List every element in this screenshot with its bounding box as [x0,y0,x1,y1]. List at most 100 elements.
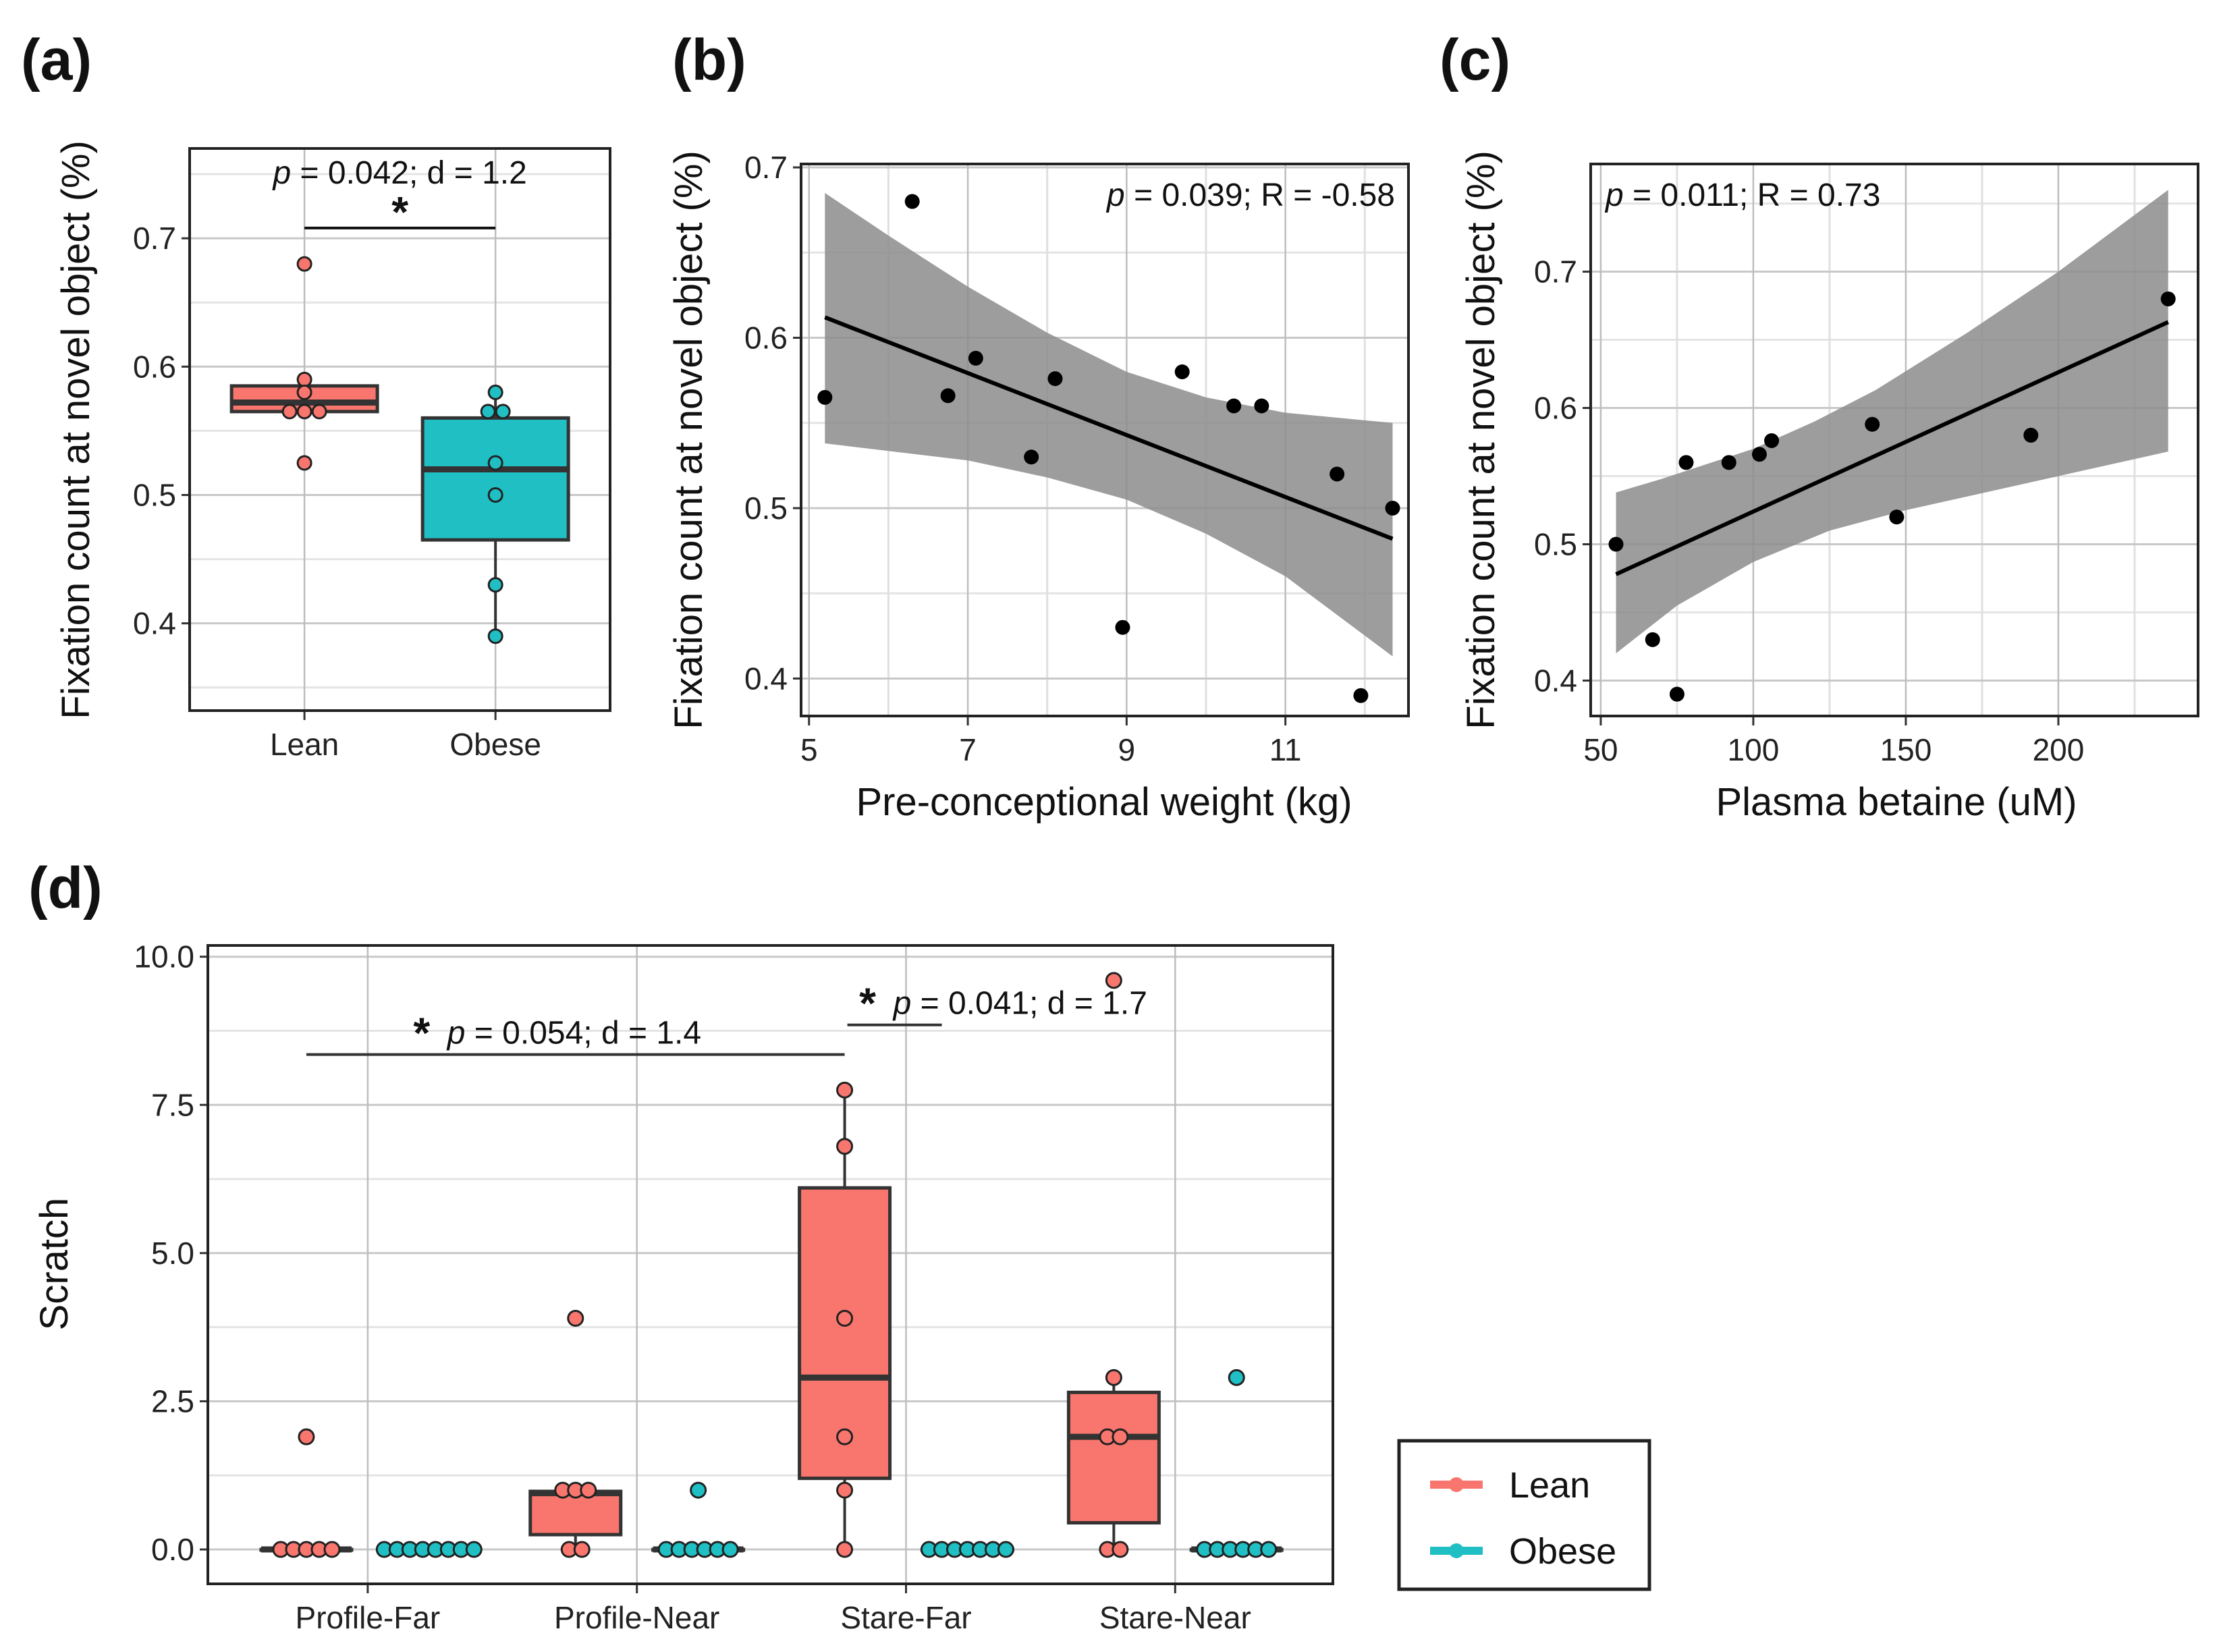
data-point [1669,686,1684,702]
x-tick-label: 150 [1880,732,1932,767]
data-point [721,1541,739,1558]
data-point [1721,455,1736,470]
y-axis-title: Fixation count at novel object (%) [1459,150,1503,729]
data-point [1353,688,1369,703]
stats-text: = 0.039; R = -0.58 [1125,177,1395,213]
data-point [1105,1369,1122,1386]
data-point [465,1541,483,1558]
y-axis-title: Fixation count at novel object (%) [54,140,98,719]
data-point [281,404,298,420]
box-group [1066,972,1161,1558]
data-point [836,1309,854,1327]
data-point [836,1138,854,1155]
data-point [1112,1428,1129,1446]
data-point [1678,455,1694,470]
y-tick-label: 0.4 [133,606,176,641]
x-axis-title: Plasma betaine (uM) [1716,780,2077,824]
panel-label: (c) [1440,28,1510,92]
x-tick-label: 5 [800,732,818,767]
y-tick-label: 0.6 [744,321,788,356]
data-point [296,256,312,272]
data-point [1330,466,1345,482]
y-tick-label: 0.0 [151,1532,194,1567]
p-symbol: p [446,1016,466,1051]
box-group [651,1481,746,1558]
significance-star: * [413,1009,430,1057]
legend-label: Obese [1509,1531,1616,1572]
confidence-band [1616,190,2168,654]
data-point [495,404,511,420]
x-tick-label: 200 [2033,732,2085,767]
box-group [259,1428,354,1558]
data-point [836,1481,854,1499]
data-point [2023,427,2039,443]
regression-line [1615,320,2169,576]
x-tick-label: 9 [1118,732,1136,767]
x-tick-label: Profile-Near [554,1600,719,1635]
data-point [1047,371,1063,387]
regression-line [824,315,1394,541]
data-point [1260,1541,1278,1558]
x-tick-label: Obese [449,727,541,762]
y-tick-label: 0.5 [1534,527,1577,562]
data-point [904,194,920,209]
y-tick-label: 0.6 [133,349,176,384]
y-tick-label: 0.6 [1534,391,1577,426]
data-point [836,1081,854,1099]
panel-a: 0.4 0.5 0.6 0.7 Lean Obese (a) Fixation count a… [21,28,611,762]
x-tick-label: 11 [1269,732,1302,767]
data-point [1228,1369,1245,1386]
panel-label: (b) [672,28,746,92]
panel-d: 0.0 2.5 5.0 7.5 10.0 Profile-Far Profile-Near S… [28,856,1334,1635]
stats-annotation: p = 0.041; d = 1.7 [892,986,1147,1022]
plot-frame [207,944,1334,1585]
data-point [567,1309,584,1327]
y-axis-title: Scratch [32,1198,76,1331]
significance-star: * [391,188,408,236]
x-tick-label: Stare-Near [1099,1600,1251,1635]
data-point [997,1541,1014,1558]
data-point [296,455,312,471]
plot-frame [1589,163,2199,717]
x-axis-title: Pre-conceptional weight (kg) [856,780,1352,824]
x-tick-label: 7 [959,732,977,767]
panel-b: 0.4 0.5 0.6 0.7 5 7 9 11 (b) Fixation count at no… [667,28,1410,824]
y-tick-label: 0.5 [133,477,176,512]
legend-swatch-dot [1449,1477,1464,1492]
data-point [1112,1541,1129,1558]
data-point [836,1428,854,1446]
box-group [798,1081,892,1558]
confidence-band [825,192,1393,657]
box-group [920,1541,1014,1558]
legend: Lean Obese [1397,1439,1651,1591]
y-tick-label: 0.7 [133,221,176,256]
x-tick-label: 50 [1583,732,1618,767]
plot-background [208,945,1333,1584]
plot-frame [188,147,611,712]
p-symbol: p [1604,177,1624,213]
p-symbol: p [1105,177,1125,213]
legend-box [1397,1439,1651,1591]
box-group [229,256,379,471]
y-tick-label: 2.5 [151,1383,194,1419]
significance-star: * [859,979,876,1028]
data-point [1226,398,1242,414]
box-group [1189,1369,1284,1558]
data-point [1254,398,1269,414]
x-tick-label: Profile-Far [296,1600,441,1635]
box-group [375,1541,483,1558]
data-point [487,628,503,644]
y-tick-label: 7.5 [151,1087,194,1122]
data-point [690,1481,707,1499]
data-point [1115,620,1130,635]
data-point [968,350,983,366]
y-axis-title: Fixation count at novel object (%) [667,150,711,729]
x-tick-label: 100 [1728,732,1780,767]
box [1066,1390,1161,1525]
box-group [528,1309,623,1558]
data-point [836,1541,854,1558]
y-tick-label: 10.0 [134,939,194,974]
stats-text: = 0.041; d = 1.7 [911,986,1147,1022]
stats-annotation: p = 0.011; R = 0.73 [1604,177,1880,213]
plot-frame [800,163,1410,717]
